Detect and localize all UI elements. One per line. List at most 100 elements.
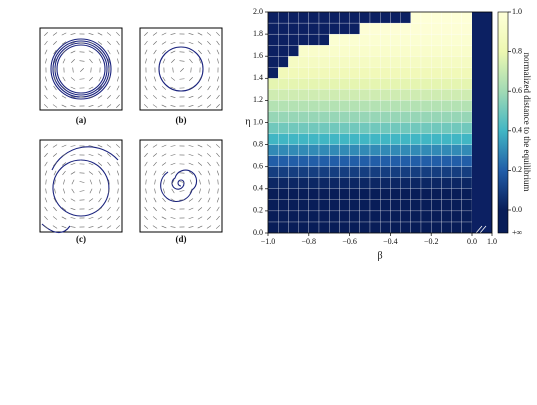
quiver (143, 225, 149, 229)
heat-cell (400, 56, 411, 68)
heat-cell (451, 89, 462, 101)
quiver (116, 31, 120, 37)
heat-cell (380, 188, 391, 200)
heat-cell (349, 45, 360, 57)
quiver (52, 153, 58, 157)
heat-cell (390, 199, 401, 212)
quiver (116, 215, 120, 221)
quiver (44, 215, 48, 221)
quiver (188, 226, 194, 228)
quiver (43, 104, 49, 108)
heat-cell (369, 122, 381, 134)
quiver (88, 198, 94, 202)
heat-cell (451, 56, 462, 68)
heat-cell (369, 89, 381, 101)
y-tick-label: 1.6 (253, 51, 263, 60)
quiver (53, 49, 57, 55)
quiver (98, 58, 102, 64)
quiver (188, 50, 194, 54)
heat-cell (359, 22, 371, 35)
quiver (152, 144, 158, 148)
heat-cell (431, 210, 442, 223)
quiver (88, 50, 94, 54)
heat-cell (461, 67, 473, 79)
quiver (152, 95, 158, 99)
quiver (44, 94, 48, 100)
quiver (153, 85, 157, 91)
quiver (116, 152, 120, 158)
heat-cell (431, 89, 442, 101)
heat-cell (380, 11, 391, 24)
heat-cell (380, 155, 391, 167)
quiver (52, 144, 58, 148)
heat-cell (318, 155, 330, 167)
heat-cell (369, 133, 381, 145)
quiver (97, 144, 103, 148)
quiver (180, 68, 184, 72)
heat-cell (329, 100, 340, 112)
heat-cell (278, 155, 289, 167)
heat-cell (318, 89, 330, 101)
heat-cell (431, 144, 442, 156)
quiver (179, 190, 185, 192)
quiver (61, 41, 67, 45)
heat-cell (420, 133, 432, 145)
heat-cell (400, 199, 411, 212)
quiver (170, 86, 176, 90)
heat-cell (441, 166, 452, 178)
heat-cell (451, 199, 462, 212)
heat-cell (441, 177, 452, 189)
quiver (45, 76, 47, 82)
heat-cell (441, 144, 452, 156)
heat-cell (267, 22, 279, 35)
heat-cell (420, 67, 432, 79)
heat-cell (288, 100, 299, 112)
heat-cell (267, 111, 279, 123)
heat-cell (380, 78, 391, 90)
heat-cell (390, 11, 401, 24)
quiver (61, 162, 67, 166)
heat-cell (380, 166, 391, 178)
quiver (152, 32, 158, 36)
quiver (61, 104, 67, 108)
quiver (88, 162, 94, 166)
colorbar-frame (497, 11, 509, 234)
heat-cell (329, 166, 340, 178)
quiver (52, 32, 58, 36)
quiver (53, 206, 57, 212)
quiver (79, 181, 85, 183)
quiver (144, 197, 148, 203)
quiver (108, 179, 110, 185)
heat-cell (288, 221, 299, 234)
heat-cell (308, 33, 320, 46)
y-tick-label: 1.4 (253, 73, 263, 82)
heat-cell (329, 33, 340, 46)
heat-cell (410, 210, 422, 223)
heat-cell (441, 221, 452, 234)
heat-cell (298, 133, 309, 145)
quiver (115, 144, 121, 148)
quiver (52, 104, 58, 108)
quiver (144, 215, 148, 221)
heat-cell (308, 133, 320, 145)
heat-cell (441, 56, 452, 68)
heat-cell (339, 111, 350, 123)
heat-cell (420, 144, 432, 156)
heat-cell (329, 199, 340, 212)
quiver (170, 217, 176, 219)
heat-cell (461, 166, 473, 178)
quiver (97, 95, 103, 99)
heat-cell (308, 89, 320, 101)
quiver (63, 179, 65, 185)
heat-cell (318, 122, 330, 134)
heat-cell (431, 221, 442, 234)
heat-cell (278, 78, 289, 90)
quiver (170, 154, 176, 156)
heat-cell (431, 56, 442, 68)
quiver (170, 96, 176, 98)
quiver (161, 104, 167, 108)
quiver (172, 67, 174, 73)
heat-cell (461, 11, 473, 24)
heat-cell (461, 188, 473, 200)
heat-cell (329, 133, 340, 145)
